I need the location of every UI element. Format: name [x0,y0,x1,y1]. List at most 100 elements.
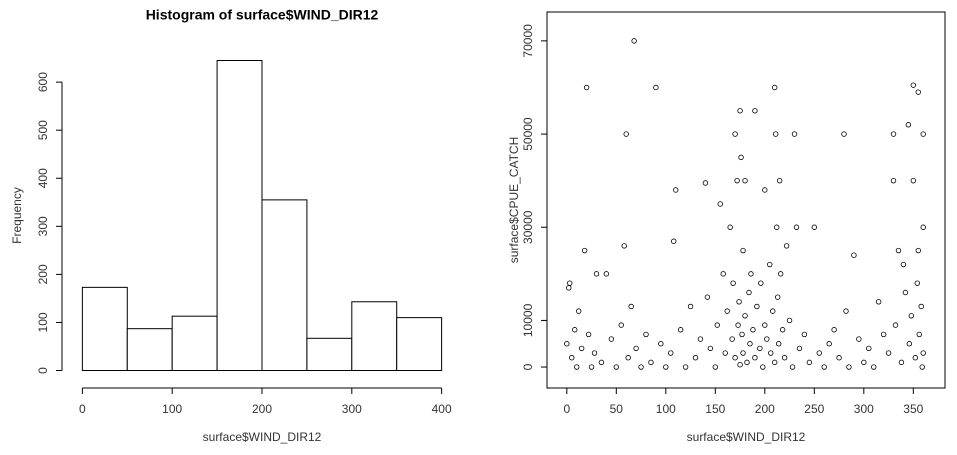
point [786,317,793,324]
point [919,364,925,370]
point [915,89,921,95]
x-tick-label: 350 [903,402,923,416]
point [730,280,736,286]
point [783,243,790,249]
point [898,359,905,366]
point [742,177,748,184]
point [768,350,774,356]
point [588,364,595,370]
point [613,364,620,370]
point [750,327,756,333]
point [739,331,745,338]
x-tick-label: 300 [342,402,362,416]
point [885,350,892,356]
bar [126,328,173,372]
point [663,364,669,370]
bar [216,59,263,372]
bar [351,301,398,372]
point [748,271,754,277]
point [811,224,818,230]
point [621,243,627,249]
point [578,345,585,352]
point [758,280,764,286]
point [918,303,924,310]
y-tick-label: 300 [36,216,50,236]
point [905,122,912,128]
x-tick-label: 0 [563,402,570,416]
y-tick-label: 70000 [521,24,535,58]
x-tick-label: 400 [432,402,452,416]
point [671,238,677,244]
point [603,271,610,277]
point [668,350,674,356]
point [653,84,659,91]
point [567,280,573,286]
point [764,336,770,342]
y-tick-label: 100 [36,312,50,332]
x-tick-label: 50 [610,402,624,416]
point [575,308,582,314]
point [631,38,637,44]
chart-title: Histogram of surface$WIND_DIR12 [146,7,379,23]
point [801,331,808,338]
point [737,362,743,368]
point [717,201,723,207]
point [572,327,578,333]
point [722,350,728,356]
point [831,327,837,333]
point [752,108,758,114]
point [754,303,760,310]
point [906,341,913,347]
point [861,359,867,366]
point [714,322,720,328]
bar [306,337,353,372]
point [732,131,738,137]
point [687,303,694,310]
point [732,355,738,361]
bar [81,286,128,372]
point [746,289,752,296]
point [740,247,746,254]
point [816,350,822,356]
point [625,355,631,361]
point [902,289,909,296]
point [910,82,917,88]
point [692,355,699,361]
point [843,308,849,314]
plot-frame [546,11,946,389]
point [574,364,580,370]
point [856,336,862,342]
bar [396,317,443,372]
y-tick-label: 0 [36,367,50,374]
point [752,355,758,361]
point [712,364,719,370]
y-tick-label: 0 [521,363,535,370]
point [585,331,592,338]
point [920,131,926,137]
point [760,364,766,370]
x-axis-label: surface$WIND_DIR12 [687,430,806,444]
point [916,331,922,338]
point [912,355,918,361]
point [569,355,575,361]
point [920,224,926,230]
x-tick-label: 150 [705,402,725,416]
point [890,177,897,184]
point [900,261,907,268]
point [724,308,730,314]
point [737,108,743,114]
point [638,364,644,370]
point [593,271,600,277]
point [770,308,776,314]
point [773,224,780,230]
point [767,261,773,268]
y-tick-label: 600 [36,72,50,92]
point [742,313,748,319]
point [729,336,735,342]
point [744,359,750,366]
point [623,131,629,137]
point [720,271,726,277]
point [740,350,746,356]
point [734,177,740,184]
